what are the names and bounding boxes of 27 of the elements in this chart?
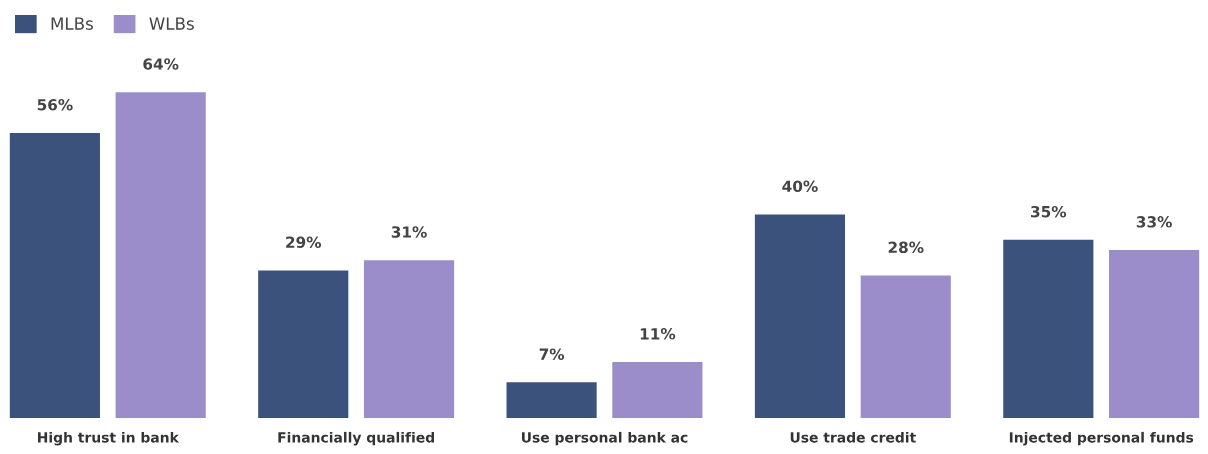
x-tick-label: High trust in bank bbox=[38, 431, 180, 446]
x-tick-label: Use personal bank ac bbox=[522, 431, 688, 446]
legend-label: WLBs bbox=[149, 17, 194, 30]
x-tick-label: Use trade credit bbox=[790, 431, 916, 443]
data-label: 28% bbox=[888, 241, 924, 254]
data-label: 31% bbox=[391, 226, 427, 238]
data-label: 11% bbox=[640, 328, 676, 340]
bar bbox=[1003, 239, 1094, 418]
bar bbox=[363, 260, 455, 418]
bar bbox=[506, 382, 597, 418]
bar bbox=[754, 214, 846, 418]
data-label: 64% bbox=[143, 58, 179, 70]
bar bbox=[860, 275, 951, 418]
bar bbox=[258, 270, 349, 418]
data-label: 33% bbox=[1136, 216, 1172, 228]
data-label: 35% bbox=[1031, 205, 1067, 218]
bar bbox=[1109, 250, 1200, 418]
data-label: 40% bbox=[782, 180, 818, 192]
data-label: 7% bbox=[539, 348, 565, 360]
bar bbox=[9, 132, 100, 418]
bar bbox=[115, 92, 206, 418]
x-tick-label: Injected personal funds bbox=[1009, 431, 1194, 446]
data-label: 29% bbox=[286, 236, 322, 248]
data-label: 56% bbox=[37, 99, 73, 111]
x-tick-label: Financially qualified bbox=[278, 431, 434, 446]
legend-label: MLBs bbox=[51, 17, 93, 30]
bar bbox=[612, 362, 703, 418]
